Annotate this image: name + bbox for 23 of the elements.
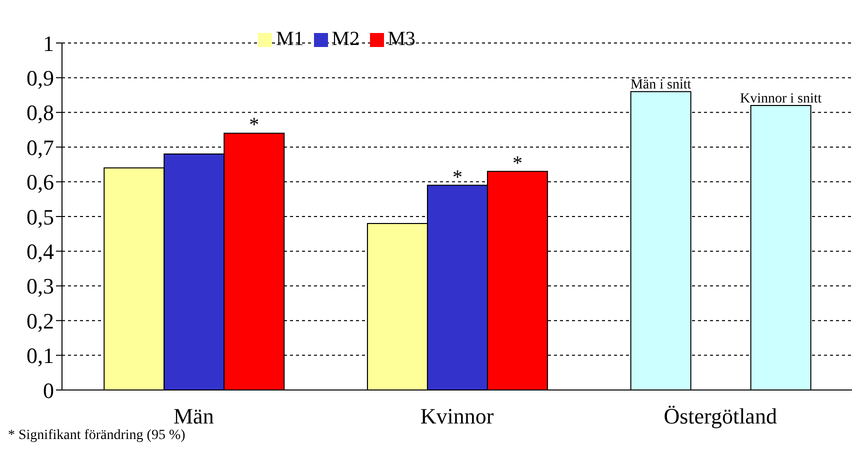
data-label: Män i snitt [630, 78, 692, 93]
y-tick-label: 0 [43, 378, 54, 403]
y-tick-label: 0,9 [26, 66, 54, 91]
data-label: * [452, 166, 462, 188]
y-tick-label: 0,4 [26, 239, 54, 264]
x-tick-label: Östergötland [664, 404, 777, 429]
legend-label: M3 [388, 28, 416, 50]
y-tick-label: 0,7 [26, 134, 54, 160]
y-tick-label: 0,5 [26, 204, 54, 230]
y-tick-label: 0,6 [26, 170, 54, 195]
y-tick-label: 1 [43, 30, 54, 56]
y-tick-label: 0,8 [26, 100, 54, 126]
data-label: Kvinnor i snitt [740, 91, 822, 106]
x-tick-label: Män [174, 404, 214, 429]
x-tick-label: Kvinnor [420, 404, 494, 429]
legend-label: M2 [332, 28, 360, 50]
data-label: * [512, 152, 522, 174]
y-tick-label: 0,1 [26, 343, 54, 368]
y-tick-label: 0,3 [26, 274, 54, 299]
legend-label: M1 [276, 28, 304, 50]
y-tick-label: 0,2 [26, 308, 54, 334]
text: * Signifikant förändring (95 %) [8, 428, 186, 444]
data-label: * [249, 114, 260, 136]
